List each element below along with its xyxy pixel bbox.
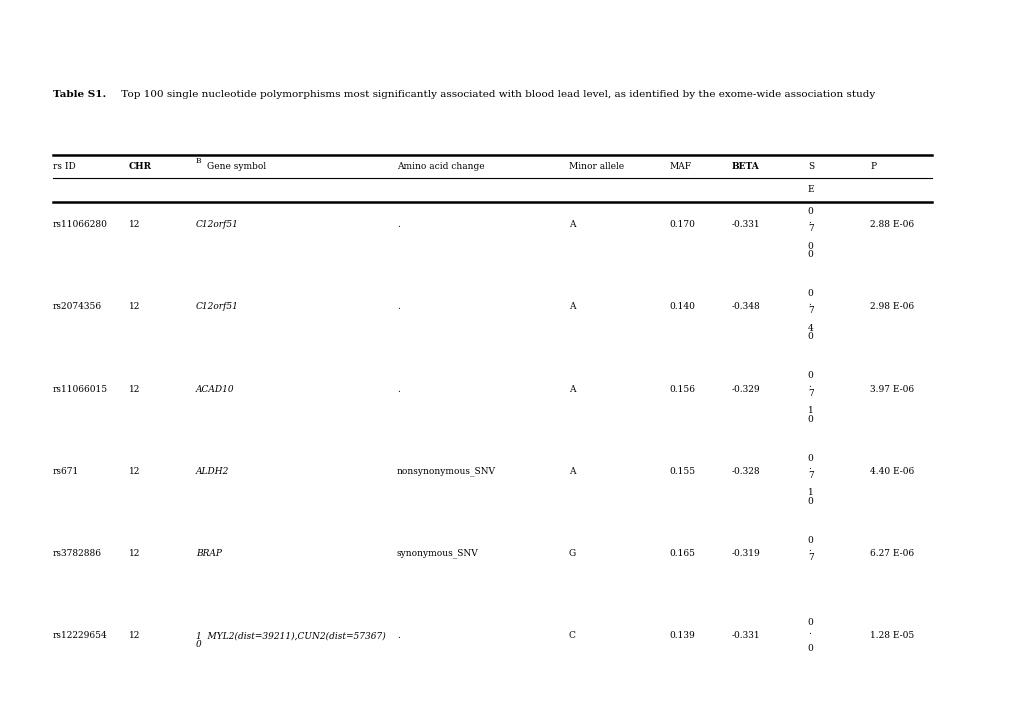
Text: 0: 0 (807, 250, 813, 259)
Text: 0: 0 (807, 207, 813, 216)
Text: nonsynonymous_SNV: nonsynonymous_SNV (396, 467, 495, 476)
Text: A: A (569, 302, 575, 311)
Text: E: E (807, 186, 813, 194)
Text: 12: 12 (129, 220, 141, 229)
Text: .: . (396, 220, 399, 229)
Text: rs11066015: rs11066015 (53, 384, 108, 394)
Text: rs2074356: rs2074356 (53, 302, 102, 311)
Text: 0: 0 (807, 415, 813, 423)
Text: 12: 12 (129, 549, 141, 558)
Text: G: G (569, 549, 576, 558)
Text: 0: 0 (807, 241, 813, 251)
Text: rs3782886: rs3782886 (53, 549, 102, 558)
Text: .: . (807, 380, 810, 389)
Text: Table S1.: Table S1. (53, 90, 106, 99)
Text: 12: 12 (129, 384, 141, 394)
Text: 1.28 E-05: 1.28 E-05 (869, 631, 913, 640)
Text: 12: 12 (129, 302, 141, 311)
Text: 6.27 E-06: 6.27 E-06 (869, 549, 913, 558)
Text: 0.139: 0.139 (668, 631, 694, 640)
Text: 12: 12 (129, 631, 141, 640)
Text: rs671: rs671 (53, 467, 78, 476)
Text: 0: 0 (807, 454, 813, 462)
Text: 0: 0 (196, 640, 202, 649)
Text: 7: 7 (807, 471, 813, 480)
Text: 0: 0 (807, 618, 813, 627)
Text: 1: 1 (807, 488, 813, 497)
Text: CHR: CHR (129, 162, 152, 171)
Text: rs ID: rs ID (53, 162, 75, 171)
Text: ACAD10: ACAD10 (196, 384, 234, 394)
Text: .: . (807, 215, 810, 225)
Text: 1: 1 (807, 406, 813, 415)
Text: Amino acid change: Amino acid change (396, 162, 484, 171)
Text: B: B (196, 157, 202, 165)
Text: A: A (569, 467, 575, 476)
Text: 7: 7 (807, 553, 813, 562)
Text: 0.156: 0.156 (668, 384, 695, 394)
Text: -0.348: -0.348 (731, 302, 759, 311)
Text: Minor allele: Minor allele (569, 162, 624, 171)
Text: ALDH2: ALDH2 (196, 467, 229, 476)
Text: P: P (869, 162, 875, 171)
Text: 0: 0 (807, 289, 813, 298)
Text: BETA: BETA (731, 162, 758, 171)
Text: S: S (807, 162, 813, 171)
Text: 0: 0 (807, 644, 813, 653)
Text: 0.140: 0.140 (668, 302, 694, 311)
Text: 12: 12 (129, 467, 141, 476)
Text: -0.331: -0.331 (731, 220, 759, 229)
Text: 7: 7 (807, 307, 813, 315)
Text: -0.319: -0.319 (731, 549, 759, 558)
Text: rs12229654: rs12229654 (53, 631, 107, 640)
Text: .: . (396, 631, 399, 640)
Text: -0.331: -0.331 (731, 631, 759, 640)
Text: .: . (807, 462, 810, 471)
Text: .: . (807, 544, 810, 554)
Text: 7: 7 (807, 389, 813, 397)
Text: 0: 0 (807, 497, 813, 505)
Text: 0.165: 0.165 (668, 549, 695, 558)
Text: .: . (396, 302, 399, 311)
Text: 0.170: 0.170 (668, 220, 694, 229)
Text: rs11066280: rs11066280 (53, 220, 107, 229)
Text: -0.328: -0.328 (731, 467, 759, 476)
Text: A: A (569, 384, 575, 394)
Text: 2.88 E-06: 2.88 E-06 (869, 220, 913, 229)
Text: Top 100 single nucleotide polymorphisms most significantly associated with blood: Top 100 single nucleotide polymorphisms … (117, 90, 874, 99)
Text: 3.97 E-06: 3.97 E-06 (869, 384, 913, 394)
Text: 1  MYL2(dist=39211),CUN2(dist=57367): 1 MYL2(dist=39211),CUN2(dist=57367) (196, 631, 385, 640)
Text: -0.329: -0.329 (731, 384, 759, 394)
Text: 7: 7 (807, 224, 813, 233)
Text: 2.98 E-06: 2.98 E-06 (869, 302, 913, 311)
Text: .: . (807, 298, 810, 307)
Text: A: A (569, 220, 575, 229)
Text: 0: 0 (807, 372, 813, 380)
Text: 0: 0 (807, 536, 813, 545)
Text: BRAP: BRAP (196, 549, 222, 558)
Text: .: . (807, 626, 810, 636)
Text: 0.155: 0.155 (668, 467, 695, 476)
Text: MAF: MAF (668, 162, 691, 171)
Text: C: C (569, 631, 575, 640)
Text: synonymous_SNV: synonymous_SNV (396, 549, 478, 558)
Text: Gene symbol: Gene symbol (207, 162, 266, 171)
Text: 0: 0 (807, 333, 813, 341)
Text: 4: 4 (807, 324, 813, 333)
Text: .: . (396, 384, 399, 394)
Text: C12orf51: C12orf51 (196, 220, 238, 229)
Text: C12orf51: C12orf51 (196, 302, 238, 311)
Text: 4.40 E-06: 4.40 E-06 (869, 467, 913, 476)
